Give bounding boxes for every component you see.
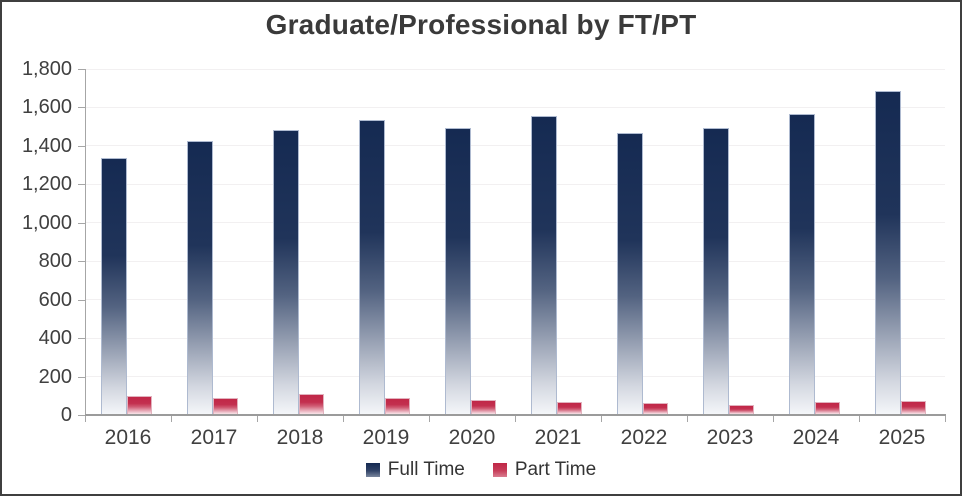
y-axis-label: 800 [38, 250, 72, 273]
y-axis-tick [78, 415, 85, 416]
full-time-swatch-icon [365, 463, 380, 477]
part-time-bar-2024 [815, 401, 840, 414]
y-axis-tick [78, 376, 85, 378]
x-axis-tick [945, 416, 946, 422]
full-time-bar-2020 [445, 127, 471, 414]
x-axis-label-2018: 2018 [276, 426, 324, 449]
gridline [85, 106, 945, 108]
x-axis-label-2024: 2024 [792, 426, 840, 449]
x-axis-label-2016: 2016 [104, 426, 152, 449]
x-axis-label-2021: 2021 [534, 426, 582, 449]
y-axis-label: 1,800 [21, 58, 72, 80]
y-axis [85, 69, 86, 415]
gridline [85, 145, 945, 147]
full-time-bar-2021 [531, 116, 557, 414]
x-axis-label-2025: 2025 [878, 426, 926, 449]
x-axis-tick [859, 416, 860, 422]
part-time-bar-2022 [643, 403, 668, 414]
y-axis-label: 1,600 [21, 96, 72, 119]
gridline [85, 260, 945, 262]
gridline [85, 337, 945, 339]
full-time-bar-2017 [187, 141, 213, 414]
y-axis-label: 1,400 [21, 134, 72, 157]
x-axis-tick [171, 416, 172, 422]
x-axis-label-2019: 2019 [362, 426, 410, 449]
legend-label-part-time: Part Time [514, 459, 597, 480]
full-time-bar-2018 [273, 129, 299, 414]
x-axis-tick [343, 416, 344, 422]
x-axis-tick [687, 416, 688, 422]
y-axis-tick [78, 145, 85, 147]
gridline [85, 183, 945, 185]
x-axis-label-2022: 2022 [620, 426, 668, 449]
full-time-bar-2016 [101, 158, 127, 414]
y-axis-tick [78, 107, 85, 109]
part-time-swatch-icon [492, 463, 507, 477]
legend-label-full-time: Full Time [387, 459, 465, 480]
x-axis-label-2020: 2020 [448, 426, 496, 449]
full-time-bar-2024 [789, 114, 815, 414]
gridline [85, 299, 945, 301]
part-time-bar-2018 [299, 393, 324, 414]
part-time-bar-2016 [127, 395, 152, 414]
full-time-bar-2025 [875, 91, 901, 414]
legend-item-part-time: Part Time [492, 459, 597, 481]
x-axis-label-2023: 2023 [706, 426, 754, 449]
y-axis-tick [78, 338, 85, 340]
y-axis-label: 400 [38, 327, 72, 350]
part-time-bar-2025 [901, 400, 926, 414]
x-axis-tick [257, 416, 258, 422]
legend: Full Time Part Time [2, 459, 960, 481]
x-axis-tick [515, 416, 516, 422]
part-time-bar-2021 [557, 401, 582, 414]
gridline [85, 376, 945, 378]
y-axis-tick [78, 222, 85, 224]
y-axis-tick [78, 184, 85, 186]
x-axis-tick [601, 416, 602, 422]
x-axis-tick [429, 416, 430, 422]
full-time-bar-2023 [703, 127, 729, 414]
y-axis-tick [78, 261, 85, 263]
part-time-bar-2017 [213, 397, 238, 414]
y-axis-label: 600 [38, 288, 72, 311]
x-axis-label-2017: 2017 [190, 426, 238, 449]
x-axis [85, 414, 946, 416]
legend-item-full-time: Full Time [365, 459, 465, 481]
y-axis-label: 1,200 [21, 173, 72, 196]
gridline [85, 222, 945, 224]
part-time-bar-2023 [729, 405, 754, 414]
y-axis-label: 200 [38, 365, 72, 388]
x-axis-tick [773, 416, 774, 422]
full-time-bar-2022 [617, 133, 643, 414]
full-time-bar-2019 [359, 119, 385, 414]
chart-title: Graduate/Professional by FT/PT [265, 9, 697, 40]
gridline [85, 68, 945, 70]
y-axis-label: 0 [60, 404, 72, 426]
part-time-bar-2020 [471, 399, 496, 414]
x-axis-tick [85, 416, 86, 422]
part-time-bar-2019 [385, 397, 410, 414]
y-axis-tick [78, 299, 85, 301]
y-axis-tick [78, 69, 85, 70]
y-axis-label: 1,000 [21, 211, 72, 234]
